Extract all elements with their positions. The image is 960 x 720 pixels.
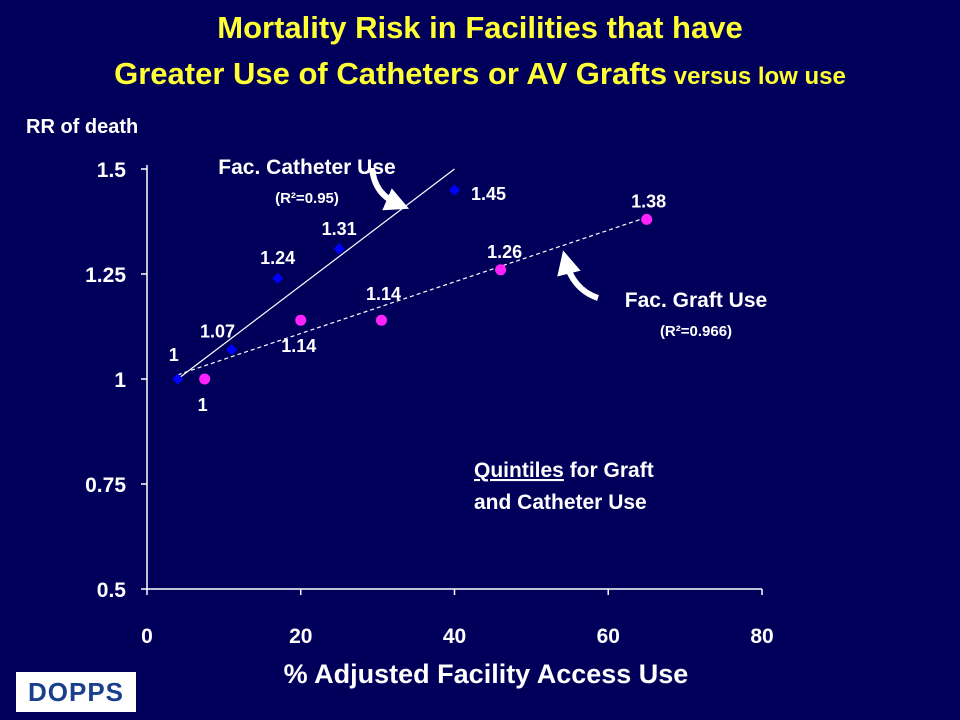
graft-data-label: 1.38 <box>631 191 666 211</box>
catheter-point <box>226 344 238 356</box>
x-tick-label: 0 <box>141 625 153 648</box>
x-tick-label: 60 <box>597 625 620 648</box>
graft-r2-label: (R²=0.966) <box>660 323 732 340</box>
y-tick-label: 1 <box>114 369 126 392</box>
x-tick-label: 40 <box>443 625 466 648</box>
graft-data-label: 1 <box>198 395 208 415</box>
graft-point <box>375 314 387 326</box>
y-tick-label: 1.25 <box>85 264 126 287</box>
x-tick-label: 20 <box>289 625 312 648</box>
graft-series-label: Fac. Graft Use <box>625 289 767 312</box>
graft-point <box>199 373 211 385</box>
graft-point <box>295 314 307 326</box>
title-line-2: Greater Use of Catheters or AV Grafts ve… <box>0 56 960 92</box>
x-tick-label: 80 <box>750 625 773 648</box>
y-tick-label: 0.5 <box>97 579 127 602</box>
y-tick-label: 0.75 <box>85 474 126 497</box>
catheter-point <box>333 243 345 255</box>
graft-point <box>495 264 507 276</box>
catheter-r2-label: (R²=0.95) <box>275 190 339 207</box>
x-axis-label: % Adjusted Facility Access Use <box>284 659 689 689</box>
graft-data-label: 1.14 <box>281 336 316 356</box>
catheter-data-label: 1.24 <box>260 248 295 268</box>
catheter-data-label: 1.31 <box>322 219 357 239</box>
catheter-point <box>172 373 184 385</box>
title-line-1: Mortality Risk in Facilities that have <box>217 10 743 45</box>
y-axis-label: RR of death <box>26 116 138 138</box>
graft-callout-arrow <box>557 250 600 301</box>
catheter-callout-arrow <box>369 167 410 211</box>
catheter-point <box>449 184 460 196</box>
graft-data-label: 1.26 <box>487 242 522 262</box>
catheter-point <box>272 272 284 284</box>
catheter-series-label: Fac. Catheter Use <box>218 156 395 179</box>
title-line-2-suffix: versus low use <box>667 63 846 90</box>
catheter-data-label: 1.07 <box>200 322 235 342</box>
graft-trendline <box>177 216 647 376</box>
quintiles-note-line-1: Quintiles for Graft <box>474 459 654 482</box>
dopps-logo-text: DOPPS <box>27 676 125 707</box>
quintiles-note-line-2: and Catheter Use <box>474 491 647 514</box>
quintiles-note-rest: for Graft <box>564 459 654 482</box>
catheter-data-label: 1 <box>169 345 179 365</box>
catheter-data-label: 1.45 <box>471 184 506 204</box>
quintiles-underlined-word: Quintiles <box>474 459 564 482</box>
graft-point <box>641 213 653 225</box>
y-tick-label: 1.5 <box>97 159 127 182</box>
graft-data-label: 1.14 <box>366 284 401 304</box>
dopps-logo: DOPPS <box>16 672 136 712</box>
title-line-2-main: Greater Use of Catheters or AV Grafts <box>114 56 668 91</box>
